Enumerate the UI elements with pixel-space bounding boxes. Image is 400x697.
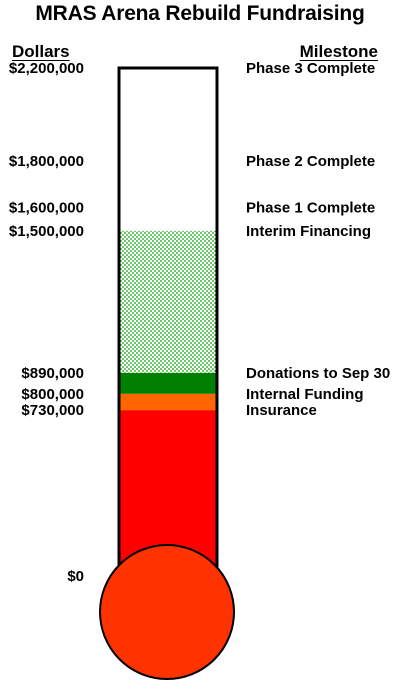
milestone-label: Phase 3 Complete (246, 60, 375, 77)
milestone-label: Internal Funding (246, 386, 364, 403)
dollar-label: $0 (67, 568, 84, 585)
segment-donations-to-sep-30 (119, 372, 217, 394)
milestone-label: Donations to Sep 30 (246, 365, 390, 382)
dollar-label: $1,800,000 (9, 153, 84, 170)
dollars-column-heading: Dollars (12, 42, 70, 61)
dollar-label: $1,600,000 (9, 200, 84, 217)
milestone-label: Phase 1 Complete (246, 200, 375, 217)
milestone-label: Phase 2 Complete (246, 153, 375, 170)
dollar-label: $890,000 (21, 365, 84, 382)
segment-internal-funding (119, 393, 217, 411)
thermometer-bulb (99, 544, 235, 680)
milestone-label: Interim Financing (246, 223, 371, 240)
segment-interim-financing (119, 230, 217, 373)
chart-title: MRAS Arena Rebuild Fundraising (35, 2, 365, 25)
milestone-label: Insurance (246, 402, 317, 419)
dollar-label: $2,200,000 (9, 60, 84, 77)
dollar-label: $1,500,000 (9, 223, 84, 240)
dollar-label: $800,000 (21, 386, 84, 403)
dollar-label: $730,000 (21, 402, 84, 419)
milestone-column-heading: Milestone (299, 42, 378, 61)
